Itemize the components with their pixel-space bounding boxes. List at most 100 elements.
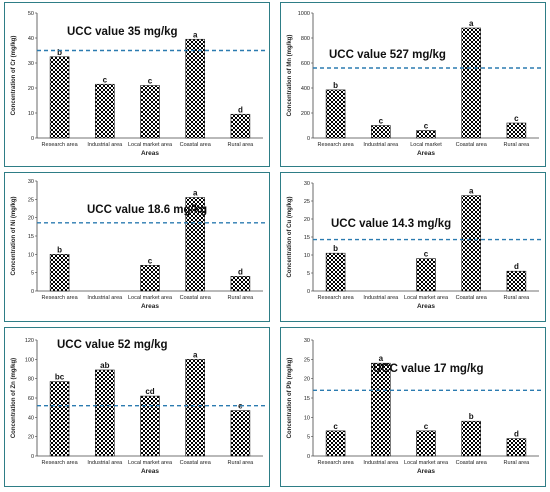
y-tick-label: 0 — [307, 454, 310, 460]
y-tick-label: 40 — [28, 36, 34, 42]
x-tick-label: Research area — [318, 295, 355, 301]
chart-panel-ni: 0 5 10 15 20 25 30 Concentration of Ni (mg/kg) b… — [4, 172, 270, 322]
y-tick-label: 800 — [301, 36, 310, 42]
x-tick-label: Research area — [42, 460, 79, 466]
bar — [461, 420, 481, 457]
significance-label: c — [424, 250, 429, 259]
ucc-value-label: UCC value 527 mg/kg — [329, 49, 446, 61]
y-axis-label: Concentration of Cu (mg/kg) — [287, 197, 293, 278]
bar — [506, 122, 527, 139]
chart-svg: 0 10 20 30 40 50 Concentration of Cr (mg/kg) b R… — [11, 11, 265, 157]
y-tick-label: 0 — [31, 289, 34, 295]
x-tick-label: Rural area — [504, 142, 531, 148]
bar — [506, 438, 527, 457]
x-tick-label: Industrial area — [363, 295, 399, 301]
x-tick-label: Local market area — [128, 460, 173, 466]
bar — [461, 27, 481, 139]
y-tick-label: 60 — [28, 396, 34, 402]
x-tick-label: Research area — [42, 295, 79, 301]
y-axis-label: Concentration of Mn (mg/kg) — [287, 35, 293, 117]
significance-label: c — [379, 117, 384, 126]
x-tick-label: Research area — [318, 142, 355, 148]
x-tick-label: Local market — [410, 142, 442, 148]
y-tick-label: 0 — [307, 136, 310, 142]
y-tick-label: 20 — [28, 86, 34, 92]
y-tick-label: 15 — [28, 234, 34, 240]
x-axis-label: Areas — [417, 303, 435, 310]
chart-svg: 0 5 10 15 20 25 30 Concentration of Pb (mg/kg) c… — [287, 338, 541, 475]
x-tick-label: Coastal area — [456, 142, 488, 148]
x-tick-label: Rural area — [504, 460, 531, 466]
x-tick-label: Coastal area — [456, 460, 488, 466]
chart-svg: 0 5 10 15 20 25 30 Concentration of Ni (mg/kg) b… — [11, 179, 265, 310]
x-tick-label: Research area — [42, 142, 79, 148]
bar — [140, 395, 160, 457]
x-tick-label: Coastal area — [180, 295, 212, 301]
significance-label: a — [193, 189, 198, 198]
chart-panel-cr: 0 10 20 30 40 50 Concentration of Cr (mg/kg) b R… — [4, 2, 270, 167]
y-tick-label: 0 — [307, 289, 310, 295]
x-tick-label: Industrial area — [363, 142, 399, 148]
x-axis-label: Areas — [141, 150, 159, 157]
bar — [49, 381, 70, 457]
y-tick-label: 120 — [25, 338, 34, 344]
y-axis-label: Concentration of Pb (mg/kg) — [287, 358, 293, 439]
y-tick-label: 30 — [304, 338, 310, 344]
x-axis-label: Areas — [141, 303, 159, 310]
chart-panel-pb: 0 5 10 15 20 25 30 Concentration of Pb (mg/kg) c… — [280, 327, 546, 487]
y-tick-label: 0 — [31, 136, 34, 142]
x-tick-label: Coastal area — [180, 460, 212, 466]
chart-panel-mn: 0 200 400 600 800 1000 Concentration of Mn (mg… — [280, 2, 546, 167]
y-tick-label: 40 — [28, 415, 34, 421]
bar — [230, 410, 251, 457]
x-tick-label: Local market area — [404, 295, 449, 301]
y-axis-label: Concentration of Cr (mg/kg) — [11, 36, 17, 116]
x-tick-label: Rural area — [228, 142, 255, 148]
y-tick-label: 30 — [28, 61, 34, 67]
ucc-value-label: UCC value 18.6 mg/kg — [87, 204, 207, 216]
y-tick-label: 30 — [28, 179, 34, 185]
ucc-value-label: UCC value 35 mg/kg — [67, 26, 178, 38]
x-axis-label: Areas — [417, 468, 435, 475]
y-tick-label: 30 — [304, 181, 310, 187]
x-tick-label: Industrial area — [87, 295, 123, 301]
significance-label: ab — [100, 361, 109, 370]
y-tick-label: 10 — [304, 415, 310, 421]
significance-label: c — [424, 422, 429, 431]
chart-svg: 0 200 400 600 800 1000 Concentration of Mn (mg… — [287, 11, 541, 157]
y-tick-label: 1000 — [298, 11, 310, 17]
significance-label: a — [469, 187, 474, 196]
x-tick-label: Coastal area — [456, 295, 488, 301]
significance-label: a — [469, 19, 474, 28]
significance-label: b — [469, 412, 474, 421]
significance-label: cd — [145, 387, 154, 396]
bar — [95, 83, 115, 139]
significance-label: a — [193, 30, 198, 39]
ucc-value-label: UCC value 17 mg/kg — [373, 363, 484, 375]
y-tick-label: 20 — [28, 435, 34, 441]
ucc-value-label: UCC value 14.3 mg/kg — [331, 218, 451, 230]
y-tick-label: 10 — [304, 253, 310, 259]
y-axis-label: Concentration of Zn (mg/kg) — [11, 358, 17, 438]
y-tick-label: 15 — [304, 396, 310, 402]
chart-svg: 0 5 10 15 20 25 30 Concentration of Cu (mg/kg) b… — [287, 181, 541, 310]
bar — [371, 362, 391, 457]
y-tick-label: 25 — [28, 197, 34, 203]
significance-label: c — [103, 75, 108, 84]
bar — [416, 130, 436, 139]
bar — [325, 89, 346, 139]
significance-label: b — [333, 81, 338, 90]
significance-label: b — [333, 244, 338, 253]
significance-label: a — [379, 354, 384, 363]
significance-label: c — [148, 256, 153, 265]
y-tick-label: 5 — [31, 271, 34, 277]
y-axis-label: Concentration of Ni (mg/kg) — [11, 197, 17, 276]
significance-label: c — [148, 77, 153, 86]
chart-panel-cu: 0 5 10 15 20 25 30 Concentration of Cu (mg/kg) b… — [280, 172, 546, 322]
significance-label: c — [514, 114, 519, 123]
bar — [371, 125, 391, 139]
x-tick-label: Local market area — [128, 142, 173, 148]
y-tick-label: 50 — [28, 11, 34, 17]
y-tick-label: 100 — [25, 357, 34, 363]
x-tick-label: Industrial area — [87, 460, 123, 466]
